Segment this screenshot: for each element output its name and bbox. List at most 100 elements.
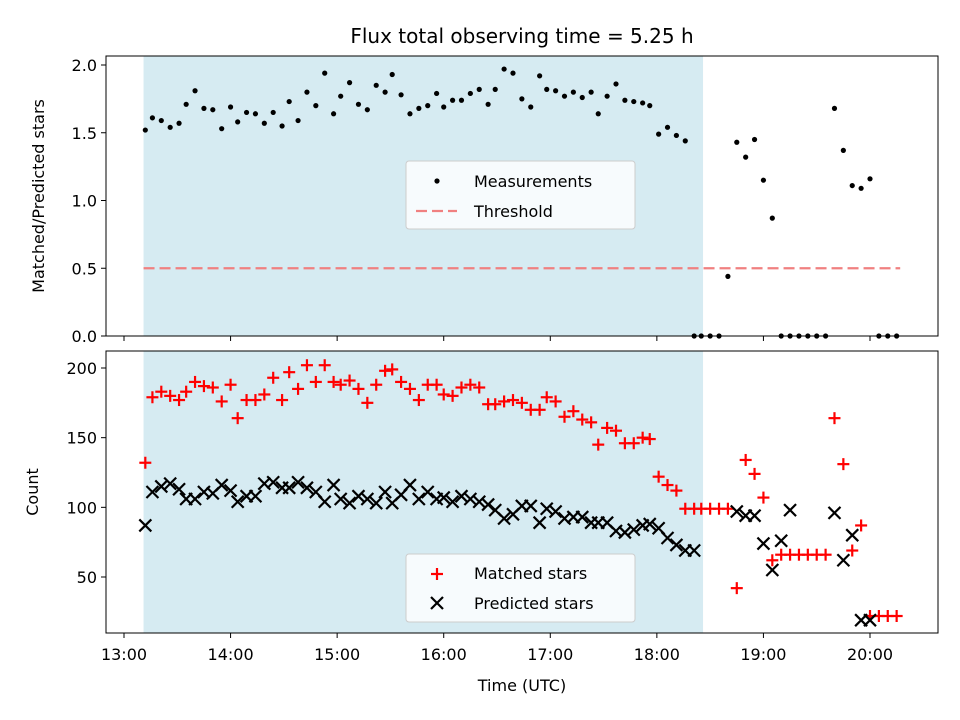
- predicted-star-point: [342, 496, 357, 510]
- measurement-point: [270, 109, 276, 116]
- predicted-star-point: [266, 475, 280, 490]
- matched-star-point: [610, 424, 623, 437]
- measurement-point: [553, 88, 559, 94]
- bottom-x-tick-label: 19:00: [740, 645, 786, 664]
- legend-predicted-marker: [430, 596, 444, 610]
- measurement-point: [570, 89, 576, 95]
- matched-star-point: [739, 453, 752, 466]
- top-frame: [105, 55, 939, 337]
- measurement-point: [183, 101, 189, 107]
- predicted-star-point: [138, 518, 153, 533]
- chart-title: Flux total observing time = 5.25 h: [350, 24, 693, 48]
- predicted-star-point: [660, 531, 675, 545]
- top-y-tick-label: 1.5: [72, 124, 97, 143]
- matched-star-point: [370, 378, 383, 391]
- matched-star-point: [846, 544, 859, 557]
- matched-star-point: [412, 394, 425, 407]
- top-y-axis-label: Matched/Predicted stars: [29, 99, 48, 293]
- matched-star-point: [267, 371, 280, 384]
- matched-star-point: [533, 403, 546, 416]
- measurement-point: [579, 94, 585, 101]
- predicted-star-point: [369, 496, 383, 510]
- measurement-point: [528, 104, 534, 110]
- bottom-legend: Matched stars Predicted stars: [405, 553, 636, 623]
- predicted-star-point: [412, 492, 426, 506]
- measurement-point: [622, 97, 628, 103]
- measurement-point: [840, 147, 846, 153]
- legend-measurements-label: Measurements: [474, 172, 592, 191]
- predicted-star-point: [282, 481, 296, 495]
- measurement-point: [831, 105, 838, 111]
- matched-star-point: [601, 421, 614, 434]
- matched-star-point: [828, 412, 841, 425]
- bottom-x-tick-label: 18:00: [634, 645, 680, 664]
- predicted-star-point: [845, 528, 860, 542]
- predicted-star-point: [145, 485, 160, 499]
- matched-star-point: [643, 433, 656, 446]
- predicted-star-point: [300, 481, 314, 495]
- matched-star-point: [155, 385, 168, 398]
- measurement-point: [485, 101, 491, 107]
- measurement-point: [313, 103, 319, 109]
- measurement-point: [595, 111, 601, 117]
- measurement-point: [858, 185, 864, 191]
- measurement-point: [734, 139, 740, 145]
- predicted-star-point: [172, 482, 186, 496]
- predicted-star-point: [730, 504, 744, 519]
- measurement-point: [158, 117, 164, 124]
- measurement-point: [142, 127, 148, 133]
- measurement-point: [849, 182, 855, 189]
- measurement-point: [192, 88, 198, 94]
- measurement-point: [286, 98, 292, 105]
- matched-star-point: [437, 388, 450, 401]
- measurement-point: [167, 124, 173, 130]
- measurement-point: [389, 71, 395, 78]
- matched-star-point: [757, 491, 770, 504]
- matched-star-point: [549, 395, 562, 408]
- matched-star-point: [748, 467, 761, 480]
- predicted-star-point: [548, 504, 563, 519]
- matched-star-point: [837, 458, 850, 471]
- matched-star-point: [283, 366, 296, 379]
- bottom-x-tick-label: 20:00: [847, 645, 893, 664]
- measurement-point: [458, 97, 465, 103]
- predicted-star-point: [214, 478, 229, 492]
- predicted-star-point: [836, 553, 851, 568]
- predicted-star-point: [351, 489, 366, 503]
- matched-star-point: [189, 375, 202, 388]
- predicted-star-point: [317, 494, 332, 509]
- predicted-star-point: [497, 511, 511, 526]
- matched-star-point: [343, 374, 356, 387]
- measurement-point: [261, 120, 267, 126]
- matched-star-point: [515, 396, 528, 409]
- matched-star-point: [327, 375, 340, 388]
- measurement-point: [537, 73, 543, 79]
- predicted-star-point: [575, 510, 590, 524]
- measurement-point: [416, 105, 422, 111]
- measurement-point: [544, 86, 550, 92]
- predicted-star-point: [827, 506, 842, 520]
- measurement-point: [227, 104, 234, 110]
- predicted-star-point: [188, 492, 202, 506]
- predicted-star-point: [223, 483, 238, 498]
- bottom-x-tick-label: 15:00: [314, 645, 360, 664]
- measurement-point: [243, 109, 250, 116]
- legend-predicted-label: Predicted stars: [474, 594, 594, 613]
- matched-star-point: [464, 378, 477, 391]
- measurement-point: [346, 80, 353, 86]
- top-legend-box: [405, 160, 636, 230]
- matched-star-point: [567, 405, 580, 418]
- predicted-star-point: [642, 517, 657, 531]
- matched-star-point: [627, 437, 640, 450]
- top-panel: 0.00.51.01.52.0 Matched/Predicted stars …: [29, 55, 939, 346]
- predicted-star-point: [326, 478, 341, 492]
- matched-star-point: [379, 364, 392, 377]
- top-x-axis-ticks: [123, 336, 871, 341]
- legend-matched-label: Matched stars: [474, 564, 587, 583]
- measurement-point: [252, 111, 259, 117]
- matched-star-point: [636, 431, 649, 444]
- measurement-point: [295, 117, 301, 124]
- measurement-point: [279, 123, 285, 129]
- measurement-point: [492, 86, 498, 92]
- predicted-star-point: [333, 492, 348, 506]
